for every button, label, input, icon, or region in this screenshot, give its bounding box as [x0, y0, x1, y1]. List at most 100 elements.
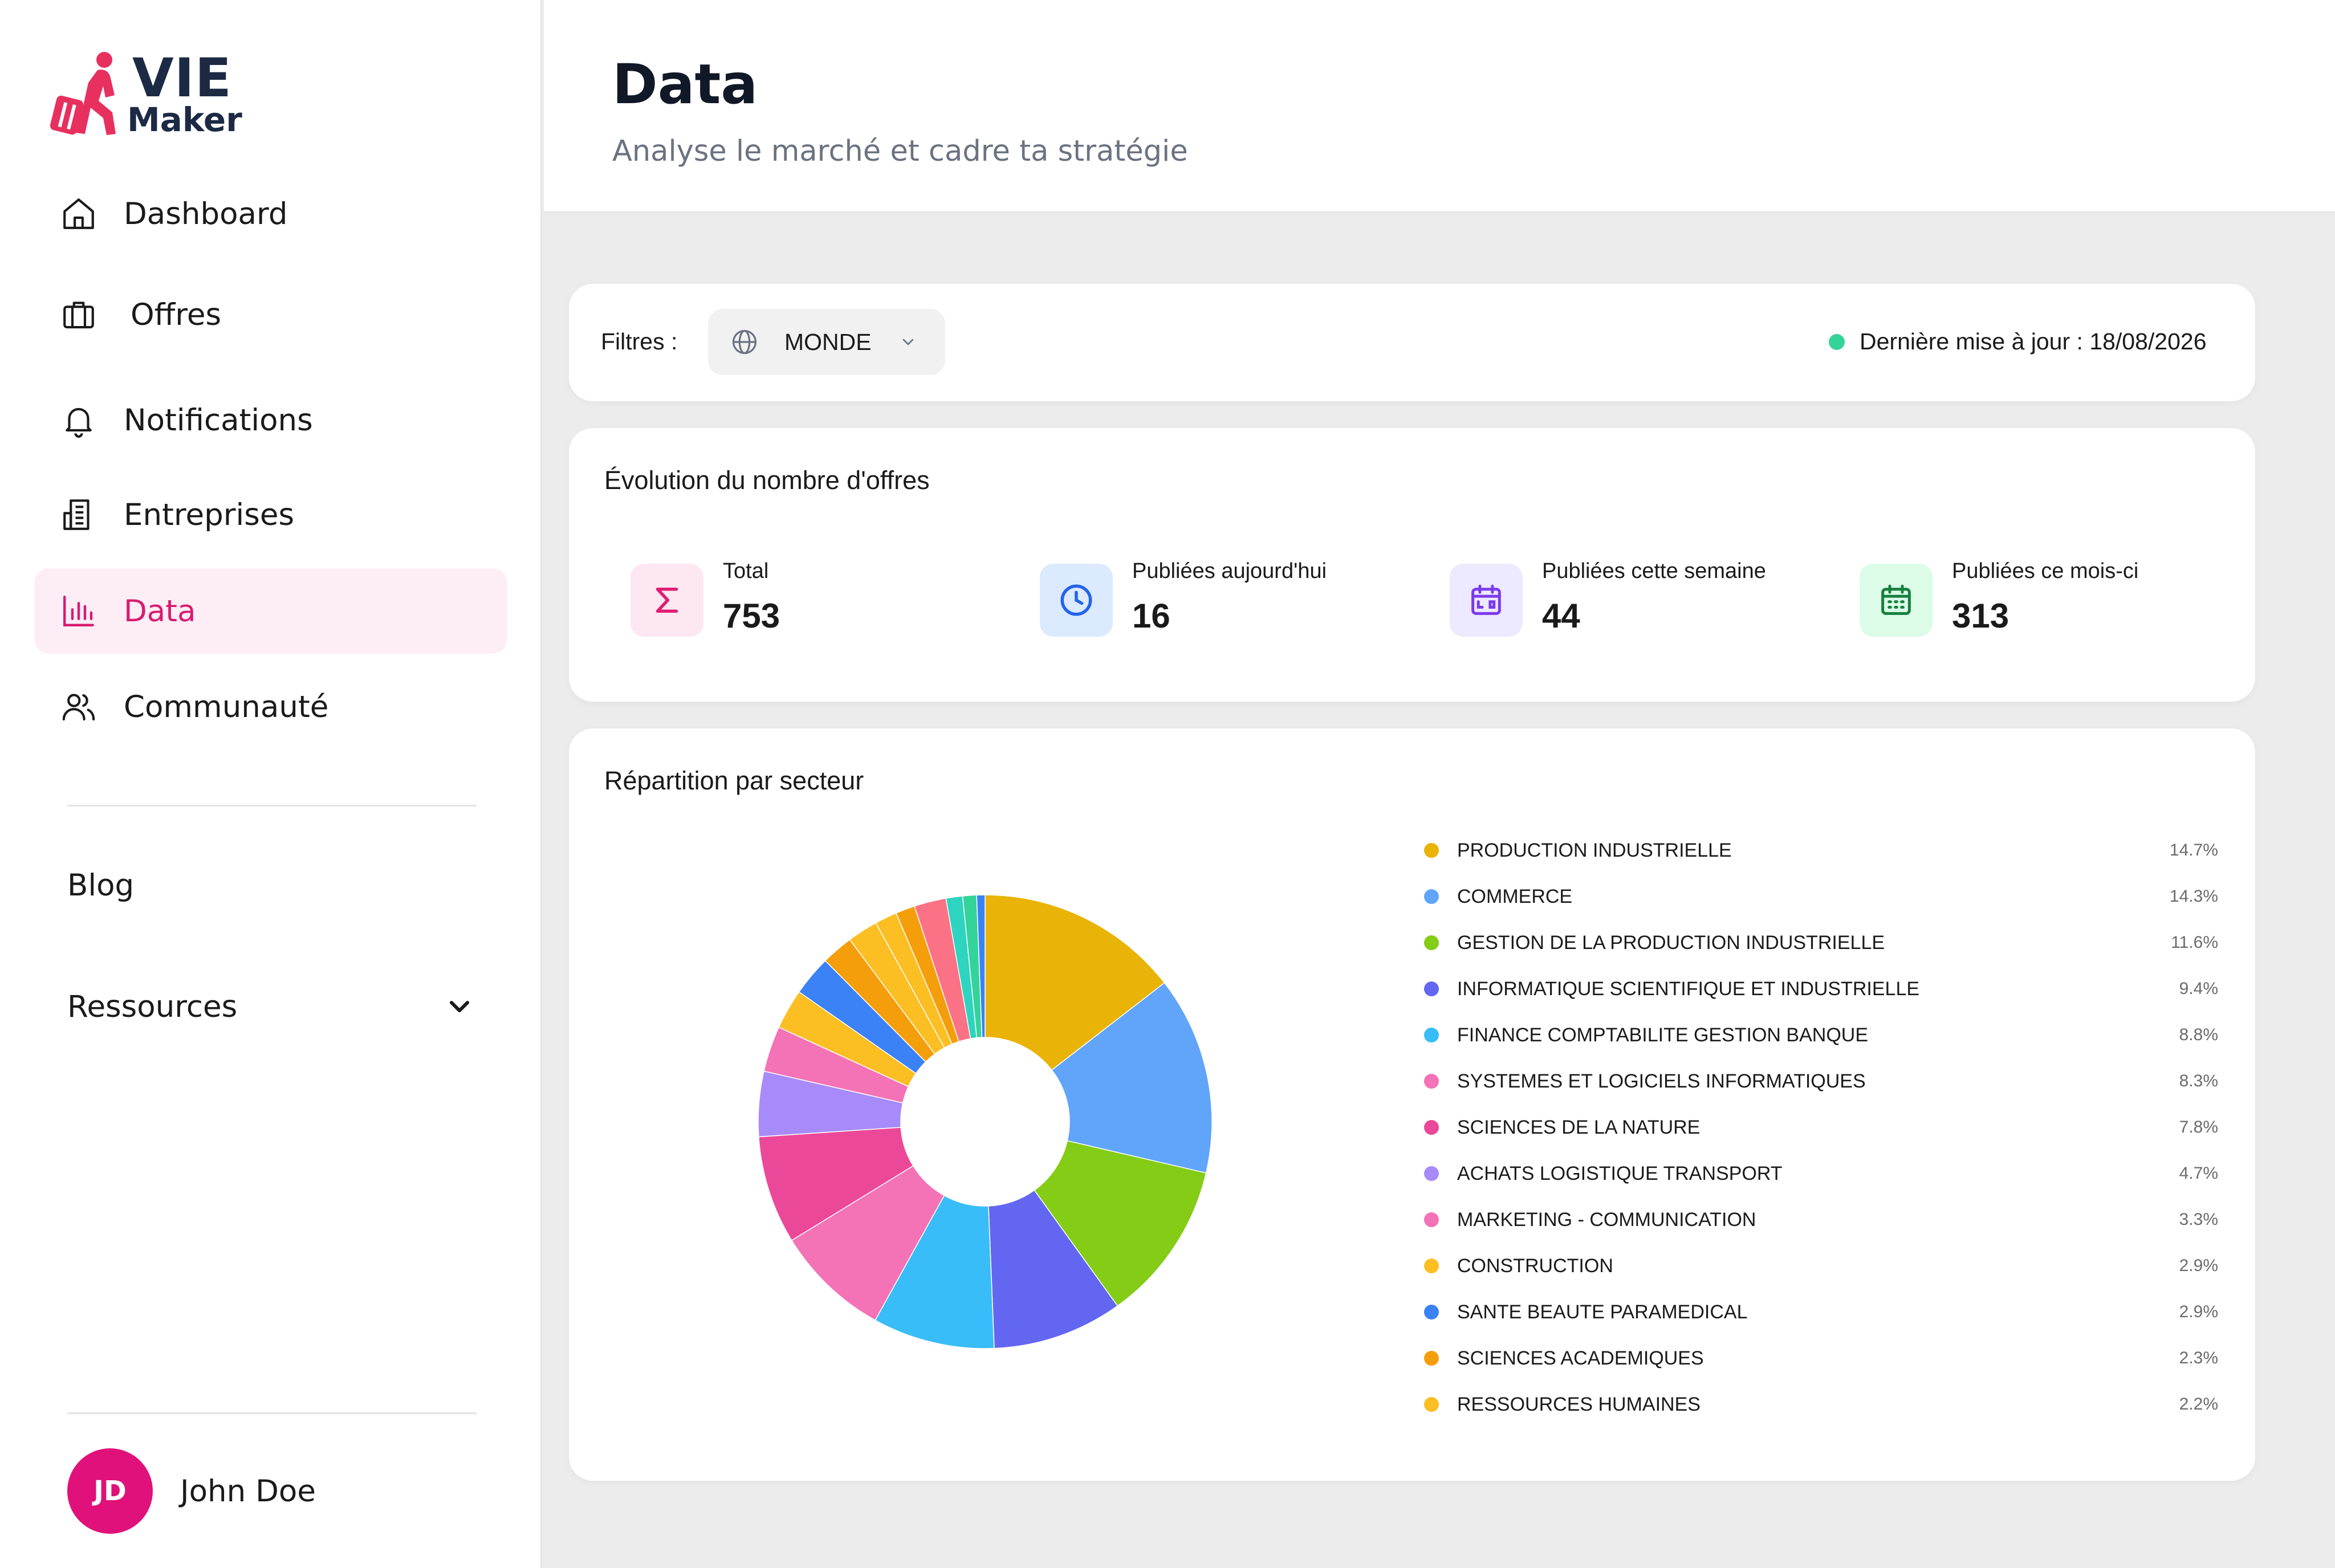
- sidebar-item-notifications[interactable]: Notifications: [34, 377, 507, 463]
- donut-slice-3[interactable]: [988, 1190, 1118, 1349]
- legend-dot-icon: [1424, 1120, 1439, 1135]
- region-select-value: MONDE: [784, 328, 872, 355]
- legend-item[interactable]: ACHATS LOGISTIQUE TRANSPORT 4.7%: [1424, 1156, 2218, 1191]
- user-name: John Doe: [180, 1473, 316, 1509]
- home-icon: [63, 198, 94, 229]
- legend-item[interactable]: GESTION DE LA PRODUCTION INDUSTRIELLE 11.…: [1424, 926, 2218, 960]
- legend-label: PRODUCTION INDUSTRIELLE: [1457, 839, 1732, 861]
- kpi-week: Publiées cette semaine 44: [1450, 559, 1766, 637]
- legend-percentage: 8.8%: [2179, 1025, 2218, 1044]
- logo-text-vie: VIE: [132, 47, 232, 109]
- sidebar-item-offres[interactable]: Offres: [34, 272, 507, 357]
- sector-donut-chart: [758, 894, 1213, 1349]
- calendar-week-icon: [1471, 584, 1501, 615]
- sidebar-item-dashboard[interactable]: Dashboard: [34, 171, 507, 256]
- legend-item[interactable]: CONSTRUCTION 2.9%: [1424, 1249, 2218, 1283]
- user-profile[interactable]: JD John Doe: [67, 1448, 316, 1534]
- legend-item[interactable]: SCIENCES ACADEMIQUES 2.3%: [1424, 1341, 2218, 1375]
- last-update-text: Dernière mise à jour : 18/08/2026: [1860, 328, 2207, 355]
- donut-slice-2[interactable]: [1034, 1140, 1207, 1307]
- legend-item[interactable]: MARKETING - COMMUNICATION 3.3%: [1424, 1203, 2218, 1237]
- legend-label: COMMERCE: [1457, 885, 1573, 907]
- filter-bar: Filtres : MONDE Dernière mise à jour : 1…: [569, 284, 2255, 401]
- legend-item[interactable]: SCIENCES DE LA NATURE 7.8%: [1424, 1110, 2218, 1145]
- legend-percentage: 11.6%: [2171, 933, 2218, 952]
- legend-label: RESSOURCES HUMAINES: [1457, 1393, 1701, 1415]
- legend-percentage: 14.3%: [2169, 887, 2218, 906]
- donut-slice-extra-5[interactable]: [976, 894, 986, 1038]
- legend-item[interactable]: SANTE BEAUTE PARAMEDICAL 2.9%: [1424, 1295, 2218, 1329]
- legend-percentage: 14.7%: [2169, 841, 2218, 860]
- sidebar-link-ressources[interactable]: Ressources: [67, 989, 238, 1024]
- kpi-label: Total: [723, 559, 769, 583]
- kpi-icon-box: [630, 564, 703, 637]
- kpi-value: 313: [1952, 597, 2009, 635]
- legend-label: INFORMATIQUE SCIENTIFIQUE ET INDUSTRIELL…: [1457, 978, 1920, 1000]
- legend-dot-icon: [1424, 889, 1439, 904]
- sidebar-item-entreprises[interactable]: Entreprises: [34, 472, 507, 557]
- legend-label: SANTE BEAUTE PARAMEDICAL: [1457, 1301, 1748, 1323]
- legend-dot-icon: [1424, 981, 1439, 996]
- kpi-label: Publiées aujourd'hui: [1132, 559, 1327, 583]
- filter-label: Filtres :: [601, 328, 678, 355]
- legend-dot-icon: [1424, 1212, 1439, 1227]
- legend-dot-icon: [1424, 843, 1439, 858]
- legend-dot-icon: [1424, 1074, 1439, 1089]
- page-title: Data: [612, 52, 758, 116]
- legend-percentage: 2.9%: [2179, 1302, 2218, 1321]
- legend-item[interactable]: SYSTEMES ET LOGICIELS INFORMATIQUES 8.3%: [1424, 1064, 2218, 1098]
- region-select[interactable]: MONDE: [708, 309, 945, 375]
- kpi-label: Publiées ce mois-ci: [1952, 559, 2139, 583]
- legend-label: MARKETING - COMMUNICATION: [1457, 1208, 1756, 1231]
- legend-item[interactable]: PRODUCTION INDUSTRIELLE 14.7%: [1424, 833, 2218, 868]
- legend-label: SCIENCES ACADEMIQUES: [1457, 1347, 1704, 1369]
- donut-slice-0[interactable]: [985, 894, 1165, 1071]
- clock-icon: [1060, 584, 1092, 616]
- legend-percentage: 7.8%: [2179, 1118, 2218, 1137]
- legend-item[interactable]: RESSOURCES HUMAINES 2.2%: [1424, 1387, 2218, 1422]
- sidebar-item-label: Notifications: [124, 402, 313, 438]
- sigma-icon: [656, 588, 678, 613]
- sidebar-item-label: Communauté: [124, 689, 329, 724]
- sidebar-item-label: Data: [124, 593, 196, 629]
- sidebar-item-label: Entreprises: [124, 497, 295, 532]
- sidebar-divider: [67, 1412, 477, 1414]
- legend-dot-icon: [1424, 1259, 1439, 1273]
- offers-evolution-card: Évolution du nombre d'offres Total 753 P…: [569, 428, 2255, 702]
- donut-slice-5[interactable]: [791, 1165, 945, 1321]
- legend-label: CONSTRUCTION: [1457, 1255, 1613, 1277]
- kpi-value: 16: [1132, 597, 1170, 635]
- page-subtitle: Analyse le marché et cadre ta stratégie: [612, 135, 1188, 168]
- legend-dot-icon: [1424, 1397, 1439, 1412]
- sidebar: VIE Maker Dashboard Offres Notifications…: [0, 0, 542, 1568]
- last-update-status: Dernière mise à jour : 18/08/2026: [1829, 328, 2207, 355]
- sidebar-link-blog[interactable]: Blog: [67, 868, 135, 903]
- sidebar-item-data[interactable]: Data: [34, 568, 507, 654]
- kpi-month: Publiées ce mois-ci 313: [1860, 559, 2138, 637]
- chevron-down-icon[interactable]: [444, 991, 475, 1023]
- kpi-label: Publiées cette semaine: [1542, 559, 1766, 583]
- traveler-logo-icon: [50, 52, 116, 135]
- sidebar-item-communaute[interactable]: Communauté: [34, 664, 507, 750]
- legend-dot-icon: [1424, 1028, 1439, 1042]
- kpi-value: 753: [723, 597, 780, 635]
- sidebar-divider: [67, 805, 477, 807]
- donut-slice-1[interactable]: [1051, 982, 1213, 1174]
- legend-percentage: 3.3%: [2179, 1210, 2218, 1229]
- globe-icon: [732, 329, 757, 355]
- legend-percentage: 8.3%: [2179, 1072, 2218, 1090]
- legend-percentage: 4.7%: [2179, 1164, 2218, 1183]
- legend-percentage: 2.9%: [2179, 1256, 2218, 1275]
- building-icon: [63, 499, 90, 530]
- legend-item[interactable]: FINANCE COMPTABILITE GESTION BANQUE 8.8%: [1424, 1018, 2218, 1052]
- status-dot-icon: [1829, 333, 1845, 350]
- sector-distribution-card: Répartition par secteur PRODUCTION INDUS…: [569, 728, 2255, 1481]
- vie-maker-logo[interactable]: VIE Maker: [48, 47, 242, 140]
- legend-dot-icon: [1424, 1351, 1439, 1366]
- donut-slice-4[interactable]: [874, 1195, 995, 1349]
- legend-item[interactable]: COMMERCE 14.3%: [1424, 879, 2218, 914]
- sidebar-item-label: Dashboard: [124, 196, 288, 231]
- bell-icon: [66, 408, 92, 438]
- legend-item[interactable]: INFORMATIQUE SCIENTIFIQUE ET INDUSTRIELL…: [1424, 972, 2218, 1006]
- legend-label: FINANCE COMPTABILITE GESTION BANQUE: [1457, 1024, 1869, 1046]
